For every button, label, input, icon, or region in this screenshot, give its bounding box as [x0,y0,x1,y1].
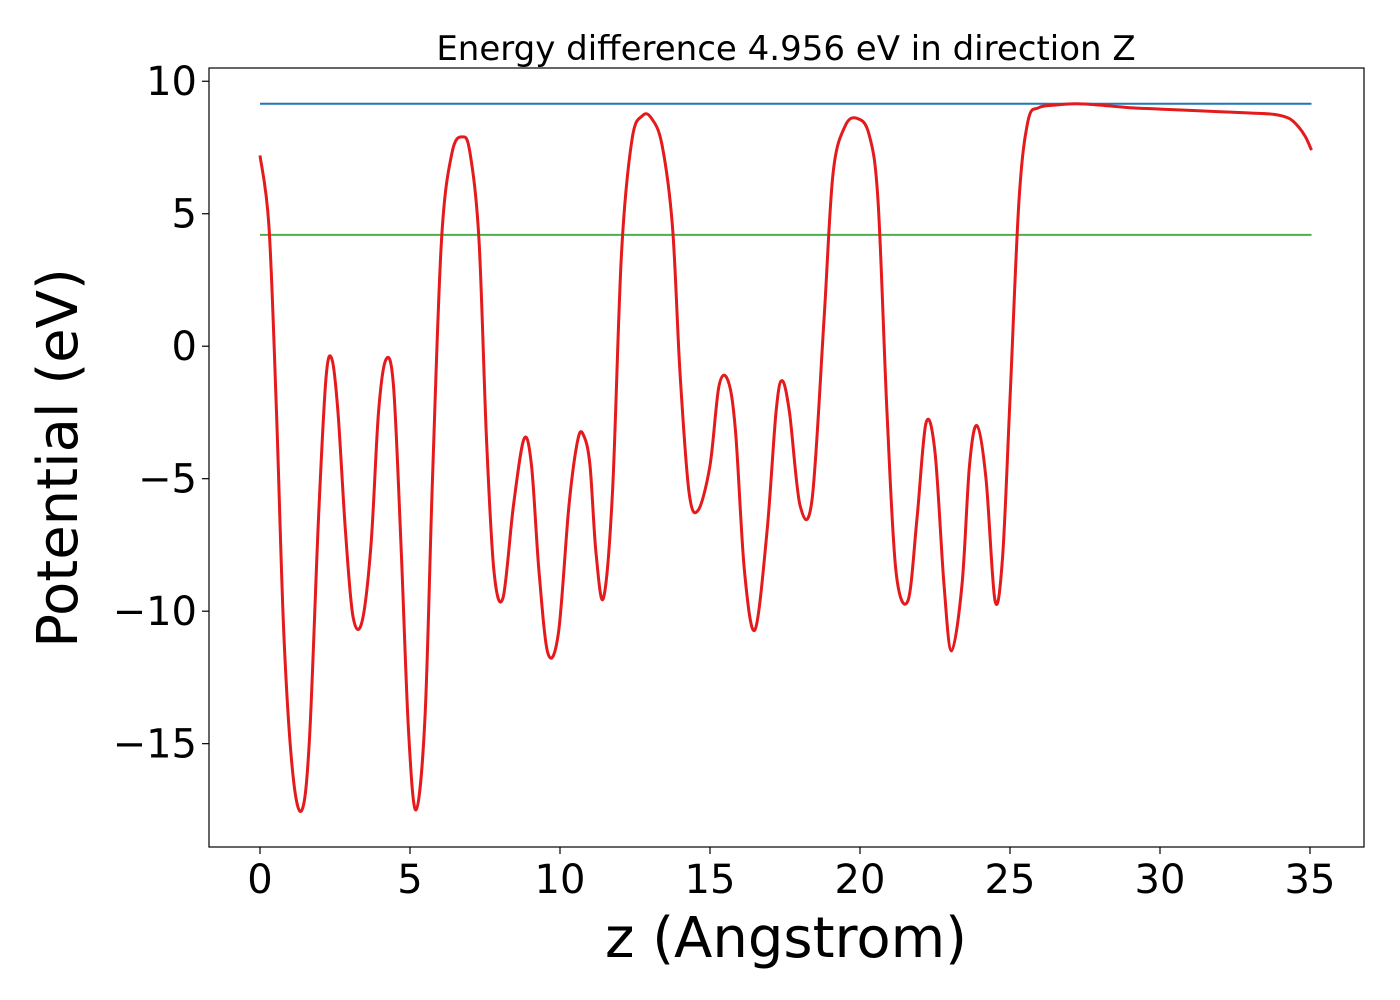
x-tick-label: 0 [247,857,272,903]
y-tick-label: −10 [113,589,197,635]
x-tick-label: 25 [985,857,1036,903]
x-tick-label: 20 [835,857,886,903]
y-axis-label: Potential (eV) [26,268,91,648]
x-tick-label: 30 [1135,857,1186,903]
x-axis-label: z (Angstrom) [605,906,967,971]
chart-title: Energy difference 4.956 eV in direction … [436,29,1135,69]
x-axis-ticks: 0 5 10 15 20 25 30 35 [247,847,1335,903]
potential-curve [258,102,1313,813]
y-tick-label: 5 [172,192,197,238]
y-tick-label: 10 [146,59,197,105]
y-tick-label: 0 [172,324,197,370]
x-tick-label: 5 [397,857,422,903]
x-tick-label: 15 [685,857,736,903]
y-axis-ticks: 10 5 0 −5 −10 −15 [113,59,209,768]
x-tick-label: 35 [1285,857,1336,903]
y-tick-label: −5 [138,457,197,503]
y-tick-label: −15 [113,722,197,768]
x-tick-label: 10 [535,857,586,903]
series-layer [258,102,1313,813]
plot-frame [208,67,1365,848]
